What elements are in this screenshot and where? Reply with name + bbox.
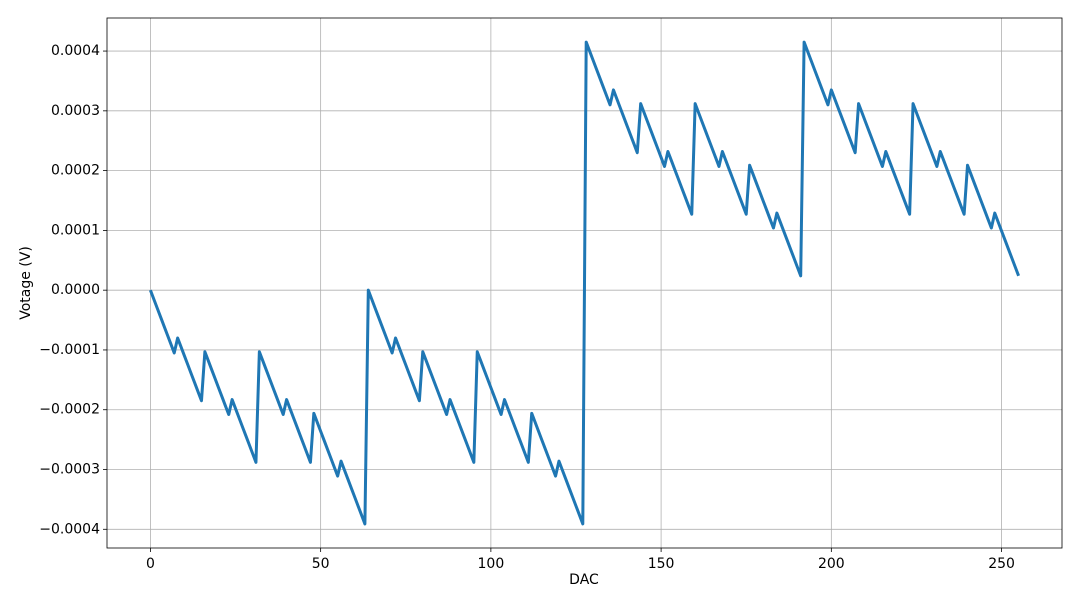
y-tick-label: −0.0001 <box>39 342 100 358</box>
y-tick-label: 0.0004 <box>51 43 100 59</box>
y-axis-label: Votage (V) <box>18 246 34 320</box>
x-tick-label: 200 <box>818 556 845 572</box>
x-tick-label: 250 <box>988 556 1015 572</box>
y-tick-label: −0.0004 <box>39 521 100 537</box>
x-tick-label: 100 <box>478 556 505 572</box>
y-tick-label: −0.0003 <box>39 462 100 478</box>
y-tick-label: 0.0001 <box>51 222 100 238</box>
y-tick-label: 0.0000 <box>51 282 100 298</box>
x-tick-label: 0 <box>146 556 155 572</box>
x-axis-label: DAC <box>569 572 599 588</box>
y-tick-label: −0.0002 <box>39 402 100 418</box>
plot-frame <box>106 17 1063 549</box>
x-tick-label: 50 <box>312 556 330 572</box>
y-tick-label: 0.0002 <box>51 163 100 179</box>
x-tick-label: 150 <box>648 556 675 572</box>
y-tick-label: 0.0003 <box>51 103 100 119</box>
data-line <box>149 40 1020 526</box>
